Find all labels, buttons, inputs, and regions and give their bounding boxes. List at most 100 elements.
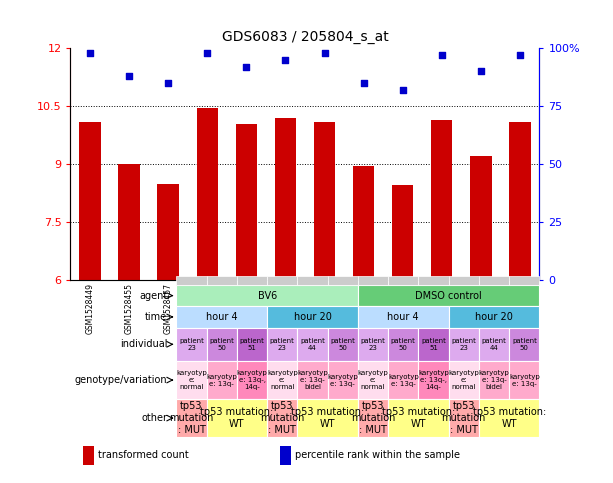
Bar xyxy=(509,361,539,399)
Text: karyotyp
e: 13q-,
14q-: karyotyp e: 13q-, 14q- xyxy=(418,370,449,390)
Text: BV6: BV6 xyxy=(257,291,277,300)
Bar xyxy=(509,327,539,361)
Title: GDS6083 / 205804_s_at: GDS6083 / 205804_s_at xyxy=(221,30,389,44)
Text: karyotyp
e:
normal: karyotyp e: normal xyxy=(176,370,207,390)
Text: hour 20: hour 20 xyxy=(294,312,332,322)
Bar xyxy=(275,118,296,280)
Bar xyxy=(358,327,388,361)
Bar xyxy=(177,327,207,361)
Bar xyxy=(388,361,419,399)
Bar xyxy=(280,446,291,466)
Text: patient
23: patient 23 xyxy=(179,338,204,351)
Point xyxy=(359,79,368,87)
Text: patient
51: patient 51 xyxy=(240,338,264,351)
Bar xyxy=(479,327,509,361)
Text: patient
44: patient 44 xyxy=(482,338,506,351)
Bar xyxy=(297,276,328,285)
Bar xyxy=(207,361,237,399)
Text: tp53
mutation
: MUT: tp53 mutation : MUT xyxy=(169,401,214,435)
Text: tp53
mutation
: MUT: tp53 mutation : MUT xyxy=(351,401,395,435)
Text: karyotyp
e: 13q-: karyotyp e: 13q- xyxy=(509,373,539,386)
Bar xyxy=(449,361,479,399)
Text: patient
23: patient 23 xyxy=(451,338,476,351)
Bar xyxy=(431,120,452,280)
Text: patient
50: patient 50 xyxy=(209,338,234,351)
Bar xyxy=(509,122,531,280)
Bar xyxy=(177,306,267,327)
Bar xyxy=(328,276,358,285)
Bar xyxy=(449,327,479,361)
Text: karyotyp
e: 13q-: karyotyp e: 13q- xyxy=(207,373,237,386)
Bar xyxy=(388,399,449,437)
Text: hour 4: hour 4 xyxy=(387,312,419,322)
Bar xyxy=(79,122,101,280)
Text: patient
23: patient 23 xyxy=(270,338,295,351)
Bar xyxy=(449,399,479,437)
Text: karyotyp
e:
normal: karyotyp e: normal xyxy=(267,370,298,390)
Bar xyxy=(158,184,179,280)
Text: hour 20: hour 20 xyxy=(475,312,513,322)
Point xyxy=(242,63,251,71)
Text: patient
51: patient 51 xyxy=(421,338,446,351)
Bar xyxy=(388,276,419,285)
Bar xyxy=(358,285,539,306)
Text: hour 4: hour 4 xyxy=(206,312,238,322)
Bar xyxy=(388,327,419,361)
Text: patient
50: patient 50 xyxy=(512,338,537,351)
Bar xyxy=(177,276,207,285)
Point xyxy=(515,51,525,59)
Bar xyxy=(197,108,218,280)
Text: percentile rank within the sample: percentile rank within the sample xyxy=(295,450,460,460)
Bar xyxy=(267,306,358,327)
Text: patient
23: patient 23 xyxy=(360,338,386,351)
Text: karyotyp
e: 13q-
bidel: karyotyp e: 13q- bidel xyxy=(297,370,328,390)
Point xyxy=(124,72,134,80)
Point xyxy=(163,79,173,87)
Text: patient
44: patient 44 xyxy=(300,338,325,351)
Bar xyxy=(237,327,267,361)
Bar xyxy=(479,361,509,399)
Point xyxy=(85,49,95,57)
Text: tp53 mutation:
WT: tp53 mutation: WT xyxy=(291,407,364,429)
Text: transformed count: transformed count xyxy=(97,450,189,460)
Bar xyxy=(449,276,479,285)
Text: agent: agent xyxy=(139,291,167,300)
Bar xyxy=(358,361,388,399)
Point xyxy=(281,56,291,64)
Text: karyotyp
e:
normal: karyotyp e: normal xyxy=(449,370,479,390)
Bar xyxy=(267,399,297,437)
Bar xyxy=(237,361,267,399)
Text: karyotyp
e: 13q-,
14q-: karyotyp e: 13q-, 14q- xyxy=(237,370,267,390)
Text: individual: individual xyxy=(120,339,167,349)
Bar xyxy=(419,327,449,361)
Bar xyxy=(297,399,358,437)
Text: other: other xyxy=(142,413,167,423)
Text: DMSO control: DMSO control xyxy=(415,291,482,300)
Bar xyxy=(207,399,267,437)
Text: karyotyp
e:
normal: karyotyp e: normal xyxy=(357,370,389,390)
Text: patient
50: patient 50 xyxy=(391,338,416,351)
Bar xyxy=(509,276,539,285)
Bar xyxy=(449,306,539,327)
Bar xyxy=(479,399,539,437)
Bar xyxy=(207,327,237,361)
Text: genotype/variation: genotype/variation xyxy=(75,375,167,385)
Bar xyxy=(358,276,388,285)
Bar xyxy=(419,276,449,285)
Bar xyxy=(419,361,449,399)
Text: time: time xyxy=(145,312,167,322)
Bar xyxy=(314,122,335,280)
Text: karyotyp
e: 13q-: karyotyp e: 13q- xyxy=(327,373,358,386)
Bar xyxy=(267,361,297,399)
Bar xyxy=(470,156,492,280)
Text: tp53
mutation
: MUT: tp53 mutation : MUT xyxy=(260,401,305,435)
Point xyxy=(319,49,329,57)
Bar xyxy=(237,276,267,285)
Text: tp53 mutation:
WT: tp53 mutation: WT xyxy=(473,407,546,429)
Bar xyxy=(83,446,94,466)
Bar xyxy=(328,361,358,399)
Bar xyxy=(358,306,449,327)
Point xyxy=(437,51,447,59)
Point xyxy=(476,68,485,75)
Text: karyotyp
e: 13q-: karyotyp e: 13q- xyxy=(388,373,419,386)
